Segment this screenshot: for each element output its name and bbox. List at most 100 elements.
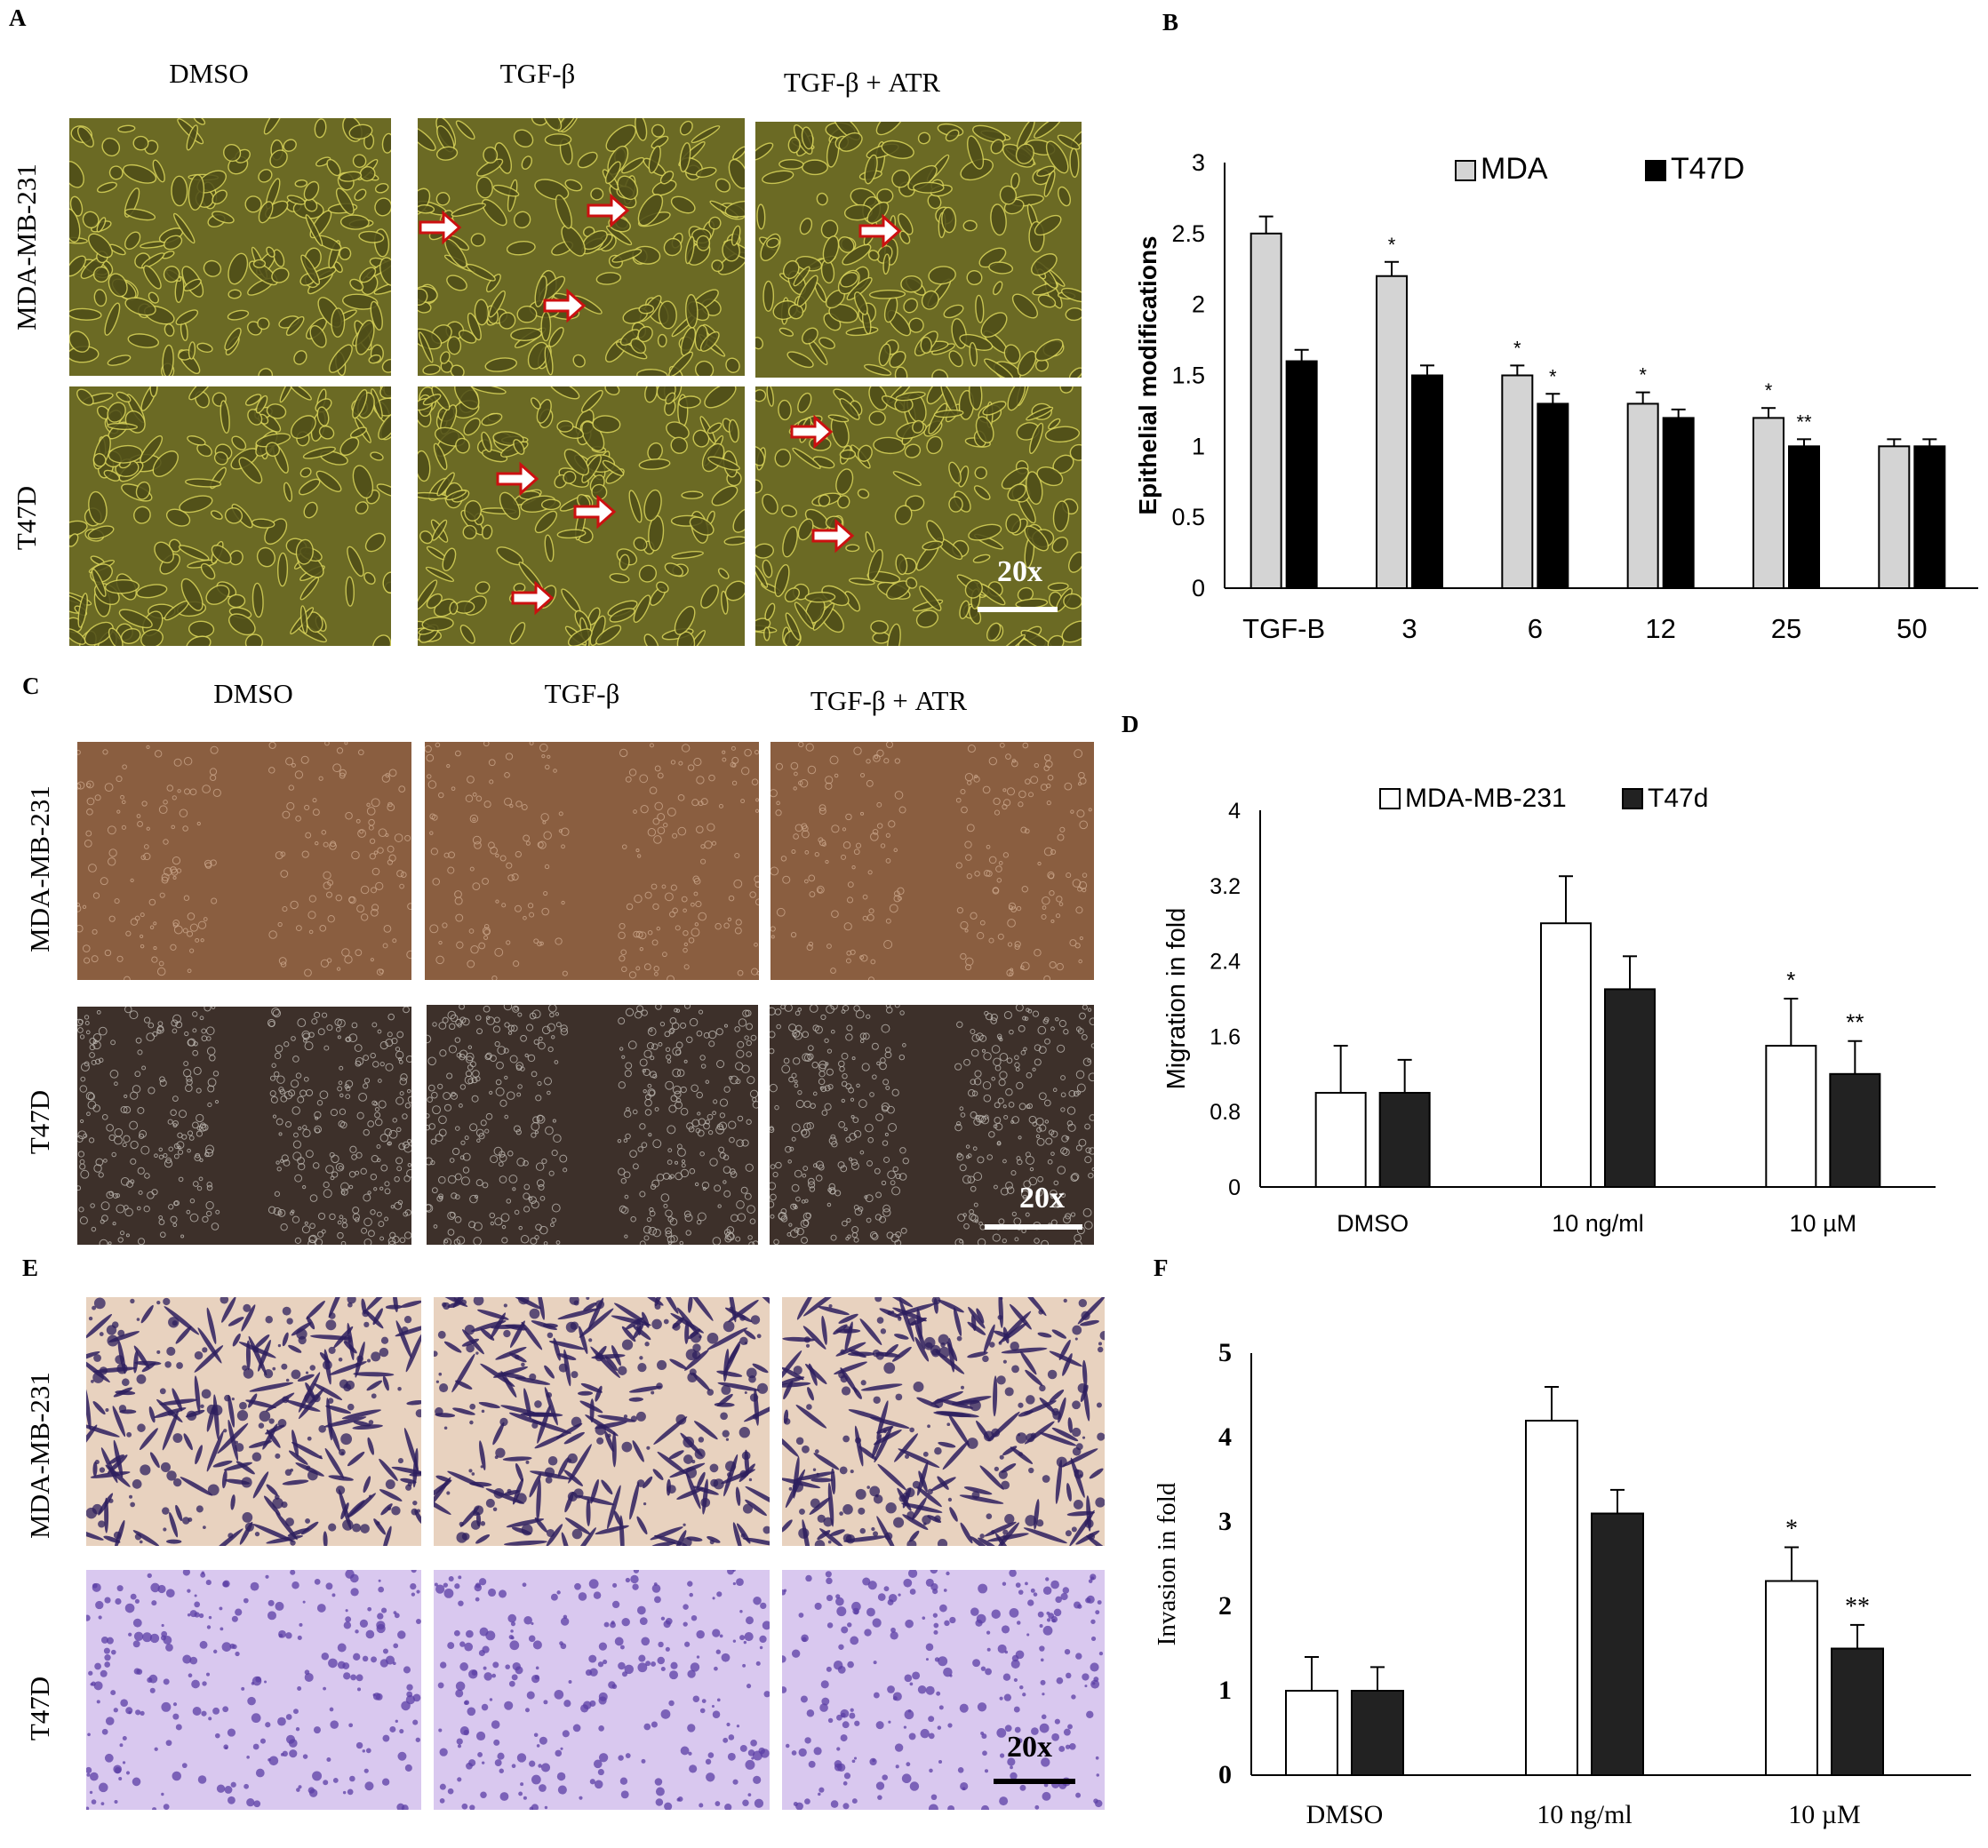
panel-letter-a: A (9, 4, 27, 31)
legend-label: T47d (1648, 784, 1708, 813)
y-tick-label: 1.5 (1171, 362, 1205, 389)
y-tick-label: 3.2 (1210, 874, 1241, 899)
y-tick-label: 3 (1192, 149, 1205, 176)
micrograph-e-t47d-3 (782, 1570, 1105, 1810)
micrograph-e-t47d-2 (434, 1570, 770, 1810)
y-tick-label: 2 (1192, 291, 1205, 318)
micrograph-a-t47d-dmso (69, 386, 391, 646)
x-category-label: DMSO (1337, 1210, 1409, 1237)
bar (1540, 922, 1592, 1188)
y-tick-label: 5 (1218, 1338, 1232, 1367)
bar (1765, 1580, 1818, 1776)
micrograph-c-mda-dmso (77, 742, 411, 980)
micrograph-e-mda-2 (434, 1297, 770, 1546)
y-axis-label: Invasion in fold (1153, 1482, 1181, 1645)
scale-bar-e (994, 1779, 1075, 1784)
scale-label-a: 20x (997, 555, 1042, 588)
panel-letter-b: B (1162, 9, 1179, 36)
bar (1525, 1420, 1578, 1776)
bar (1626, 402, 1659, 589)
y-tick-label: 0.5 (1171, 504, 1205, 530)
x-category-label: 10 µM (1790, 1210, 1857, 1237)
scale-bar-c (985, 1224, 1082, 1230)
bar (1913, 445, 1946, 590)
x-category-label: 50 (1896, 613, 1927, 644)
panel-a-col-tgfb-atr: TGF-β + ATR (783, 67, 941, 98)
micrograph-e-mda-1 (86, 1297, 421, 1546)
panel-letter-c: C (22, 673, 40, 699)
arrow-icon (790, 414, 834, 450)
panel-a-col-dmso: DMSO (169, 58, 249, 89)
significance-label: * (1639, 364, 1647, 386)
arrow-icon (811, 518, 855, 554)
y-tick-label: 4 (1218, 1422, 1232, 1452)
bar (1788, 445, 1820, 590)
y-tick-label: 3 (1218, 1507, 1232, 1536)
micrograph-c-t47d-tgfb-atr (770, 1005, 1094, 1245)
panel-letter-f: F (1154, 1255, 1169, 1281)
bar (1501, 374, 1534, 589)
micrograph-e-mda-3 (782, 1297, 1105, 1546)
significance-label: * (1388, 234, 1396, 256)
scale-label-e: 20x (1007, 1731, 1052, 1764)
legend-swatch (1379, 788, 1401, 809)
significance-label: * (1786, 967, 1795, 993)
arrow-icon (511, 580, 555, 616)
panel-c-col-dmso: DMSO (213, 678, 293, 709)
arrow-icon (858, 213, 902, 249)
panel-c-col-tgfb-atr: TGF-β + ATR (810, 685, 968, 716)
panel-c-col-tgfb: TGF-β (544, 678, 620, 709)
significance-label: * (1785, 1516, 1798, 1543)
x-category-label: 10 ng/ml (1537, 1800, 1633, 1829)
bar (1285, 1690, 1338, 1776)
legend-swatch (1622, 788, 1643, 809)
bar (1591, 1512, 1644, 1776)
significance-label: * (1765, 379, 1773, 402)
micrograph-a-mda-tgfb (418, 118, 745, 376)
y-tick-label: 1.6 (1210, 1024, 1241, 1049)
y-tick-label: 0.8 (1210, 1100, 1241, 1125)
significance-label: * (1513, 337, 1521, 359)
significance-label: ** (1846, 1009, 1864, 1036)
x-category-label: 10 ng/ml (1552, 1210, 1644, 1237)
significance-label: * (1549, 365, 1557, 387)
y-tick-label: 0 (1192, 575, 1205, 601)
y-axis-label: Migration in fold (1162, 908, 1191, 1090)
panel-a-col-tgfb: TGF-β (499, 58, 576, 89)
bar (1314, 1092, 1367, 1188)
scale-bar-a (978, 607, 1058, 612)
x-category-label: 25 (1771, 613, 1801, 644)
y-tick-label: 0 (1228, 1175, 1241, 1200)
y-tick-label: 2.4 (1210, 950, 1241, 975)
significance-label: ** (1796, 410, 1812, 433)
arrow-icon (543, 288, 587, 323)
y-tick-label: 1 (1218, 1676, 1232, 1705)
bar (1831, 1647, 1884, 1776)
bar (1351, 1690, 1404, 1776)
significance-label: ** (1845, 1593, 1870, 1621)
bar (1752, 417, 1784, 589)
micrograph-a-mda-tgfb-atr (755, 122, 1082, 378)
y-tick-label: 1 (1192, 433, 1205, 459)
bar (1411, 374, 1443, 589)
panel-letter-d: D (1122, 711, 1139, 737)
micrograph-e-t47d-1 (86, 1570, 421, 1810)
micrograph-c-mda-tgfb-atr (770, 742, 1094, 980)
micrograph-c-t47d-tgfb (427, 1005, 758, 1245)
micrograph-c-mda-tgfb (425, 742, 759, 980)
bar (1765, 1045, 1817, 1188)
arrow-icon (419, 210, 462, 245)
legend-label: T47D (1671, 152, 1744, 186)
micrograph-c-t47d-dmso (77, 1007, 411, 1245)
x-category-label: 6 (1528, 613, 1543, 644)
y-tick-label: 0 (1218, 1760, 1232, 1789)
micrograph-a-mda-dmso (69, 118, 391, 376)
x-category-label: 10 µM (1788, 1800, 1860, 1829)
bar (1378, 1092, 1431, 1188)
legend-label: MDA (1481, 152, 1548, 186)
panel-letter-e: E (22, 1255, 39, 1281)
arrow-icon (496, 461, 539, 497)
